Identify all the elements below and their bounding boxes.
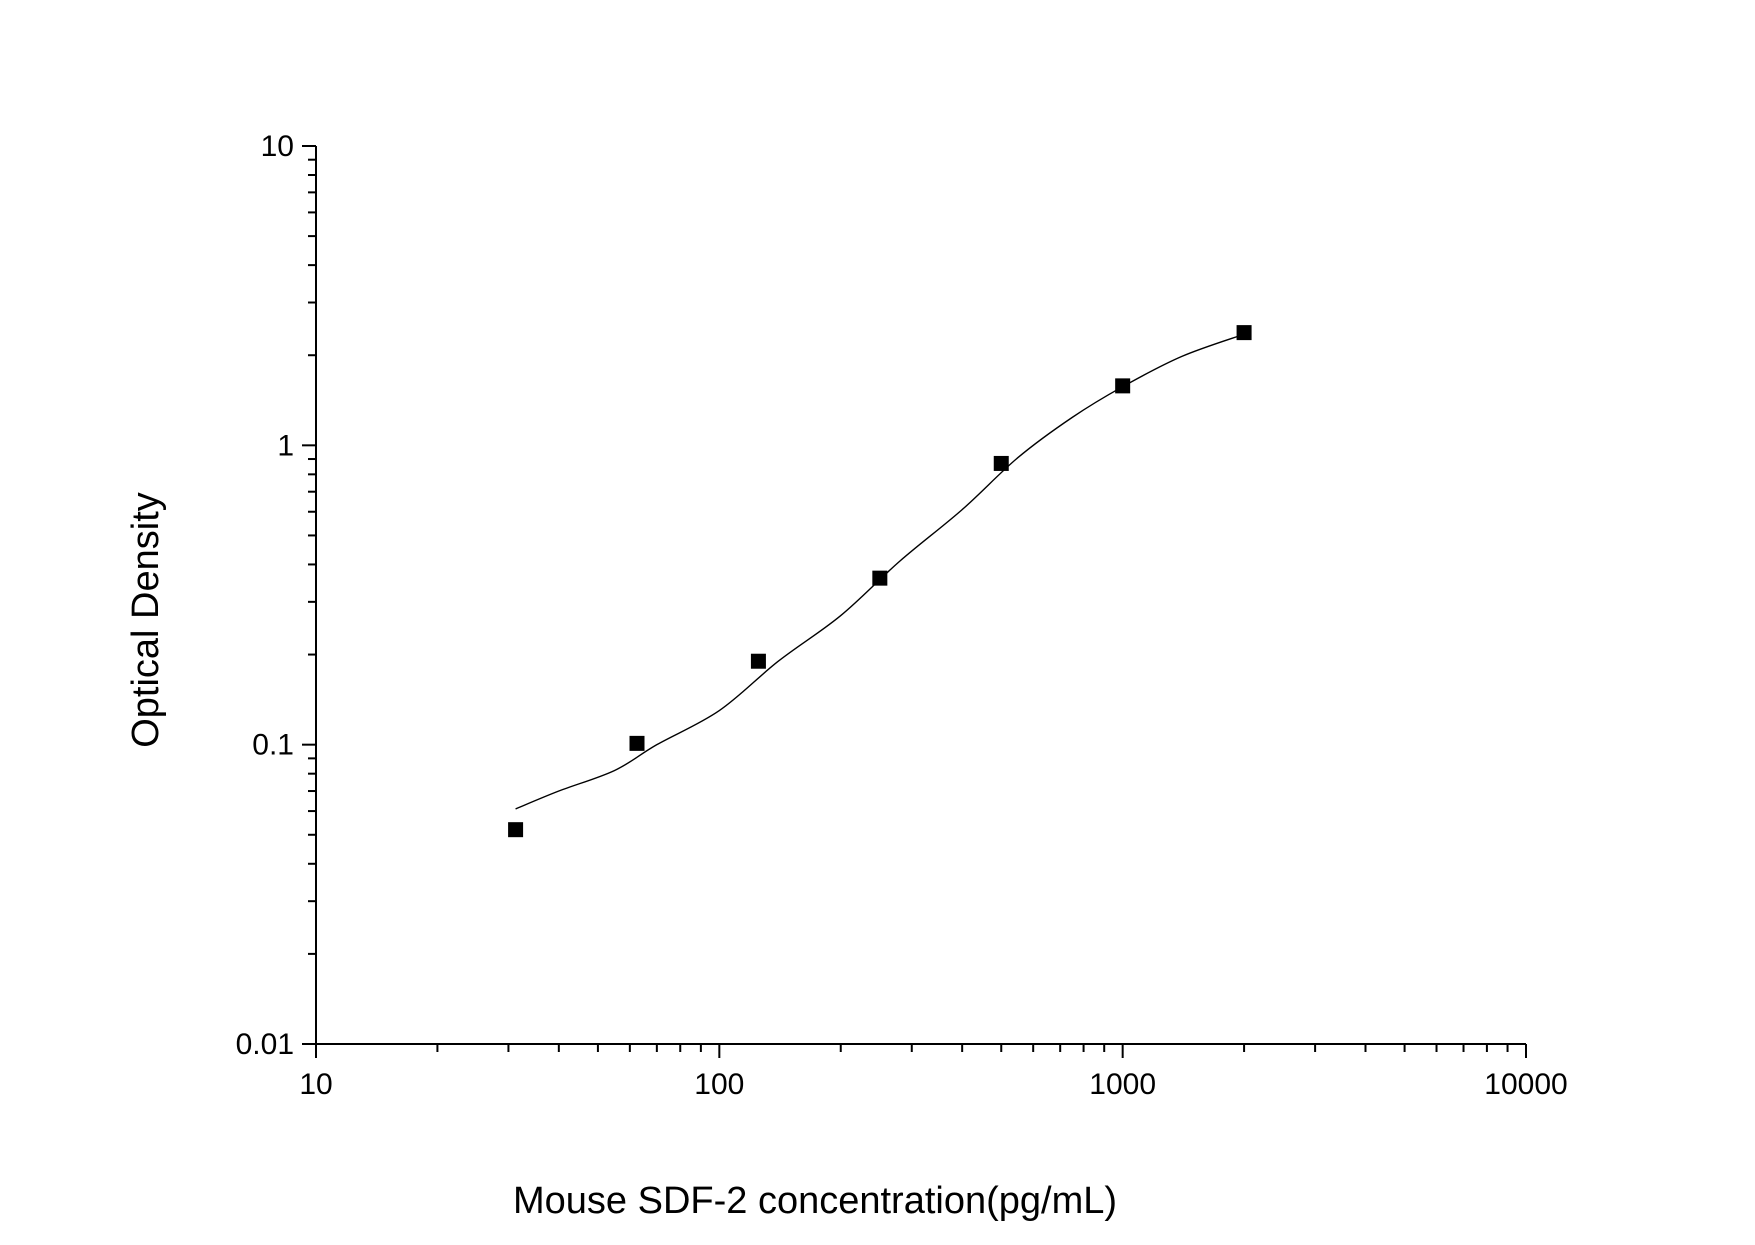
data-point bbox=[993, 455, 1009, 471]
y-tick-label: 0.01 bbox=[236, 1028, 294, 1061]
y-tick-label: 1 bbox=[277, 429, 294, 462]
y-tick-label: 0.1 bbox=[252, 729, 294, 762]
data-point bbox=[872, 570, 888, 586]
data-point bbox=[508, 822, 524, 838]
axes: 10 100 1000 10000 0.01 0.1 1 10 bbox=[236, 130, 1568, 1101]
x-tick-label: 10 bbox=[299, 1068, 332, 1101]
y-axis-title: Optical Density bbox=[125, 492, 167, 748]
data-point bbox=[1236, 325, 1252, 341]
data-point bbox=[629, 735, 645, 751]
data-points-layer bbox=[508, 325, 1252, 838]
x-tick-label: 1000 bbox=[1089, 1068, 1156, 1101]
x-axis-title: Mouse SDF-2 concentration(pg/mL) bbox=[513, 1180, 1117, 1222]
y-tick-label: 10 bbox=[261, 130, 294, 163]
x-tick-label: 10000 bbox=[1484, 1068, 1567, 1101]
data-point bbox=[750, 653, 766, 669]
data-point bbox=[1115, 378, 1131, 394]
x-tick-label: 100 bbox=[694, 1068, 744, 1101]
